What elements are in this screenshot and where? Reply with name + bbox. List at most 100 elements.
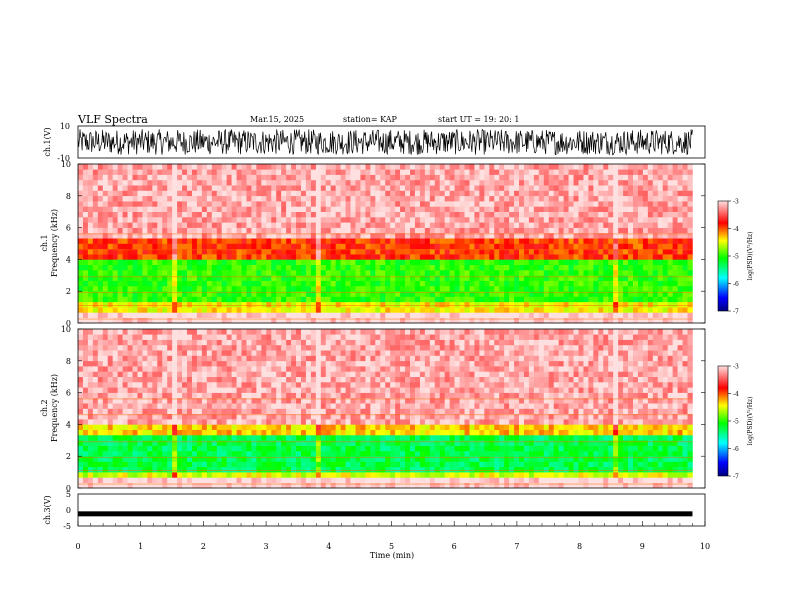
spectrogram-cell bbox=[246, 376, 252, 383]
spectrogram-cell bbox=[637, 217, 644, 223]
spectrogram-cell bbox=[628, 317, 634, 324]
spectrogram-cell bbox=[504, 227, 510, 234]
spectrogram-cell bbox=[514, 164, 520, 170]
spectrogram-cell bbox=[484, 317, 490, 324]
spectrogram-cell bbox=[652, 291, 659, 297]
spectrogram-cell bbox=[464, 248, 470, 255]
spectrogram-cell bbox=[211, 440, 218, 446]
spectrogram-cell bbox=[628, 174, 634, 181]
spectrogram-cell bbox=[479, 164, 485, 170]
spectrogram-cell bbox=[221, 397, 227, 404]
spectrogram-cell bbox=[414, 312, 421, 318]
spectrogram-cell bbox=[484, 227, 490, 234]
spectrogram-cell bbox=[82, 211, 89, 218]
spectrogram-cell bbox=[315, 206, 322, 212]
spectrogram-cell bbox=[434, 238, 441, 244]
spectrogram-cell bbox=[672, 222, 678, 228]
spectrogram-cell bbox=[182, 312, 188, 318]
spectrogram-cell bbox=[211, 445, 218, 452]
spectrogram-cell bbox=[201, 387, 208, 393]
spectrogram-cell bbox=[657, 248, 664, 255]
spectrogram-cell bbox=[637, 296, 644, 303]
spectrogram-cell bbox=[191, 403, 198, 409]
spectrogram-cell bbox=[172, 445, 178, 452]
spectrogram-cell bbox=[112, 403, 118, 409]
spectrogram-cell bbox=[305, 285, 312, 292]
spectrogram-cell bbox=[375, 259, 381, 265]
spectrogram-cell bbox=[623, 264, 629, 271]
spectrogram-cell bbox=[172, 164, 178, 170]
spectrogram-cell bbox=[236, 397, 242, 404]
spectrogram-cell bbox=[162, 450, 168, 457]
spectrogram-cell bbox=[330, 280, 336, 287]
spectrogram-cell bbox=[191, 360, 198, 367]
spectrogram-cell bbox=[206, 461, 213, 468]
spectrogram-cell bbox=[87, 350, 94, 356]
spectrogram-cell bbox=[236, 461, 242, 468]
spectrogram-cell bbox=[102, 472, 109, 478]
spectrogram-cell bbox=[281, 296, 287, 303]
spectrogram-cell bbox=[340, 169, 346, 175]
spectrogram-cell bbox=[400, 254, 406, 260]
spectrogram-cell bbox=[201, 243, 208, 250]
spectrogram-cell bbox=[385, 259, 391, 265]
spectrogram-cell bbox=[157, 334, 163, 340]
spectrogram-cell bbox=[350, 227, 356, 234]
spectrogram-cell bbox=[271, 429, 277, 436]
spectrogram-cell bbox=[682, 291, 688, 297]
spectrogram-cell bbox=[449, 211, 455, 218]
spectrogram-cell bbox=[618, 179, 624, 186]
spectrogram-cell bbox=[360, 217, 366, 223]
spectrogram-cell bbox=[613, 174, 619, 181]
spectrogram-cell bbox=[474, 296, 480, 303]
spectrogram-cell bbox=[92, 387, 99, 393]
spectrogram-cell bbox=[216, 164, 223, 170]
spectrogram-cell bbox=[196, 450, 203, 457]
spectrogram-cell bbox=[162, 456, 168, 462]
spectrogram-cell bbox=[167, 461, 173, 468]
spectrogram-cell bbox=[221, 413, 227, 420]
spectrogram-cell bbox=[82, 227, 89, 234]
spectrogram-cell bbox=[469, 211, 475, 218]
spectrogram-cell bbox=[211, 382, 218, 388]
spectrogram-cell bbox=[87, 408, 94, 415]
spectrogram-cell bbox=[78, 280, 84, 287]
spectrogram-cell bbox=[122, 424, 128, 430]
spectrogram-cell bbox=[172, 350, 178, 356]
spectrogram-cell bbox=[266, 185, 272, 191]
spectrogram-cell bbox=[519, 275, 525, 281]
spectrogram-cell bbox=[300, 254, 307, 260]
spectrogram-cell bbox=[78, 360, 84, 367]
spectrogram-cell bbox=[568, 264, 574, 271]
spectrogram-cell bbox=[667, 312, 673, 318]
spectrogram-cell bbox=[519, 264, 525, 271]
spectrogram-cell bbox=[573, 195, 579, 202]
spectrogram-cell bbox=[300, 164, 307, 170]
spectrogram-cell bbox=[424, 201, 431, 207]
spectrogram-cell bbox=[107, 243, 113, 250]
figure-title: VLF Spectra bbox=[77, 113, 148, 126]
spectrogram-cell bbox=[216, 435, 223, 441]
spectrogram-cell bbox=[662, 238, 668, 244]
spectrogram-cell bbox=[573, 243, 579, 250]
spectrogram-cell bbox=[127, 275, 133, 281]
spectrogram-cell bbox=[246, 329, 252, 335]
spectrogram-cell bbox=[82, 254, 89, 260]
spectrogram-cell bbox=[355, 195, 361, 202]
spectrogram-cell bbox=[578, 285, 584, 292]
spectrogram-cell bbox=[628, 248, 634, 255]
spectrogram-cell bbox=[360, 317, 366, 324]
spectrogram-cell bbox=[256, 185, 262, 191]
spectrogram-cell bbox=[563, 259, 569, 265]
spectrogram-cell bbox=[241, 195, 247, 202]
spectrogram-cell bbox=[102, 312, 109, 318]
spectrogram-cell bbox=[414, 259, 421, 265]
spectrogram-cell bbox=[355, 264, 361, 271]
spectrogram-cell bbox=[147, 355, 153, 362]
spectrogram-cell bbox=[474, 169, 480, 175]
spectrogram-cell bbox=[127, 466, 133, 473]
spectrogram-cell bbox=[117, 445, 123, 452]
spectrogram-cell bbox=[469, 285, 475, 292]
spectrogram-cell bbox=[474, 254, 480, 260]
spectrogram-cell bbox=[504, 270, 510, 276]
